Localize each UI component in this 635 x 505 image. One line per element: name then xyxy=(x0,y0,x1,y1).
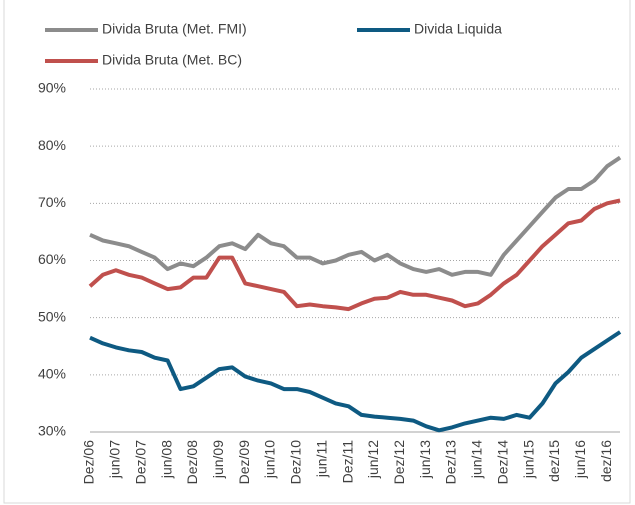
chart-frame xyxy=(3,0,631,504)
x-tick-label: Dez/11 xyxy=(339,440,355,484)
x-tick-label: jun/12 xyxy=(365,440,381,479)
x-tick-label: jun/16 xyxy=(572,440,588,479)
x-tick-label: jun/13 xyxy=(417,440,433,479)
legend-label: Divida Bruta (Met. BC) xyxy=(102,52,242,68)
series-line xyxy=(88,198,621,312)
x-tick-label: Dez/12 xyxy=(391,440,407,485)
series-line xyxy=(89,330,622,433)
x-tick-label: jun/07 xyxy=(107,440,123,479)
y-tick-label: 90% xyxy=(38,80,66,96)
y-tick-label: 50% xyxy=(38,308,66,324)
legend-label: Divida Liquida xyxy=(414,21,502,37)
x-tick-label: Dez/07 xyxy=(132,440,148,485)
x-tick-label: jun/09 xyxy=(210,440,226,479)
x-tick-label: jun/14 xyxy=(469,440,485,479)
x-tick-label: jun/11 xyxy=(313,440,329,478)
x-tick-label: dez/15 xyxy=(546,440,562,482)
legend-label: Divida Bruta (Met. FMI) xyxy=(102,21,247,37)
x-tick-label: jun/10 xyxy=(262,440,278,479)
x-tick-label: dez/16 xyxy=(598,440,614,482)
x-tick-label: Dez/14 xyxy=(494,440,510,485)
x-tick-label: jun/08 xyxy=(158,440,174,479)
x-tick-label: Dez/09 xyxy=(236,440,252,485)
x-tick-label: Dez/10 xyxy=(288,440,304,485)
y-tick-label: 40% xyxy=(38,366,66,382)
y-tick-label: 30% xyxy=(38,423,66,439)
x-tick-label: jun/15 xyxy=(520,440,536,479)
y-tick-label: 70% xyxy=(38,194,66,210)
x-tick-label: Dez/13 xyxy=(443,440,459,485)
series-line xyxy=(89,155,622,277)
y-tick-label: 60% xyxy=(38,251,66,267)
x-tick-label: Dez/08 xyxy=(184,440,200,485)
x-tick-label: Dez/06 xyxy=(81,440,97,485)
y-tick-label: 80% xyxy=(38,137,66,153)
